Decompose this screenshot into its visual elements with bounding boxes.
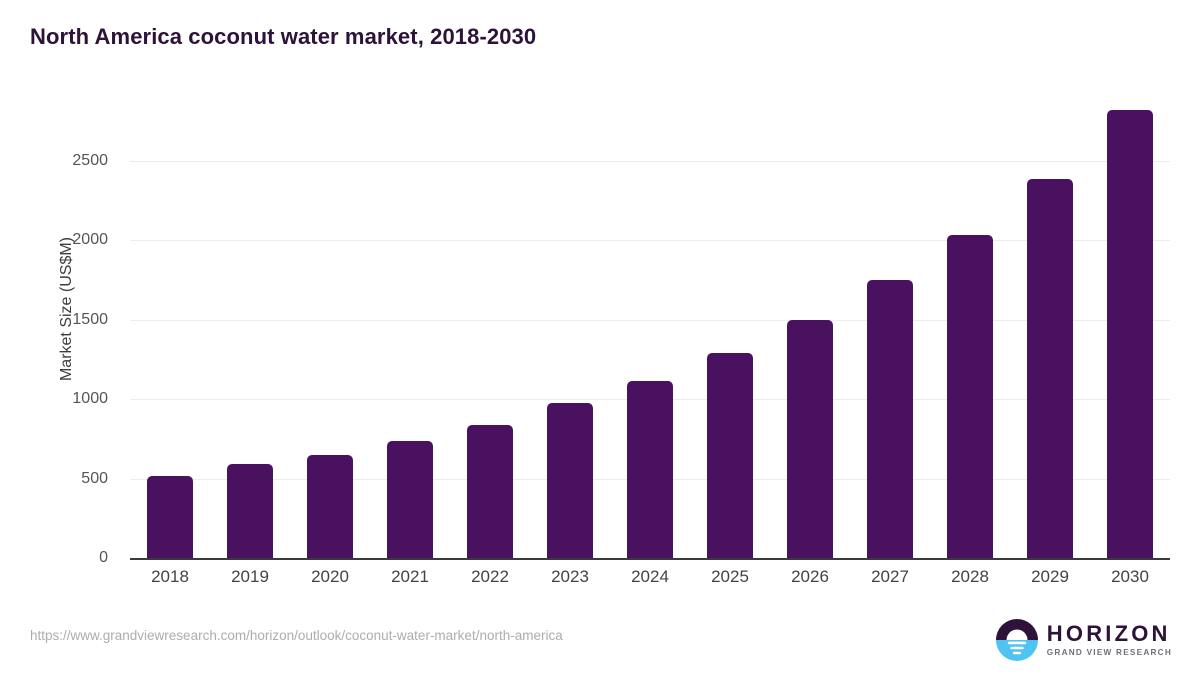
x-tick-label-2024: 2024 (631, 567, 669, 586)
horizon-logo-text: HORIZON GRAND VIEW RESEARCH (1046, 620, 1172, 657)
logo-tagline: GRAND VIEW RESEARCH (1046, 647, 1172, 657)
bar-2023[interactable] (547, 403, 593, 558)
bar-2021[interactable] (387, 441, 433, 558)
bar-2018[interactable] (147, 476, 193, 558)
x-tick-label-2030: 2030 (1111, 567, 1149, 586)
x-tick-label-2028: 2028 (951, 567, 989, 586)
logo-wordmark: HORIZON (1046, 620, 1171, 646)
y-tick-label: 2500 (72, 151, 108, 169)
gridline (130, 160, 1170, 162)
bar-2024[interactable] (627, 381, 673, 558)
gridline (130, 240, 1170, 241)
x-tick-label-2022: 2022 (471, 567, 509, 586)
x-axis-line (130, 558, 1170, 560)
horizon-logo-icon (995, 619, 1038, 661)
bar-2025[interactable] (707, 352, 753, 558)
x-tick-label-2019: 2019 (231, 567, 269, 586)
x-tick-label-2029: 2029 (1031, 567, 1069, 586)
x-tick-label-2021: 2021 (391, 567, 429, 586)
x-tick-label-2020: 2020 (311, 567, 349, 586)
gridline (130, 319, 1170, 321)
y-tick-label: 500 (81, 469, 108, 487)
x-tick-label-2018: 2018 (151, 567, 189, 586)
bar-2020[interactable] (307, 454, 353, 558)
bar-2026[interactable] (787, 319, 833, 558)
y-tick-label: 2000 (72, 231, 108, 248)
bars-layer: 2018 2019 2020 2021 2022 2023 2024 2025 2026 2027… (130, 0, 1170, 675)
x-tick-label-2026: 2026 (791, 567, 829, 586)
x-tick-label-2023: 2023 (551, 567, 589, 586)
bar-2030[interactable] (1107, 109, 1153, 558)
x-tick-label-2025: 2025 (711, 567, 749, 586)
x-tick-label-2027: 2027 (871, 567, 909, 586)
y-axis-ticks: 0 500 1000 1500 2000 2500 (48, 0, 108, 675)
bar-2028[interactable] (947, 234, 993, 558)
y-tick-label: 0 (99, 549, 108, 566)
bar-2029[interactable] (1027, 178, 1073, 558)
bar-2019[interactable] (227, 463, 273, 558)
y-tick-label: 1000 (72, 390, 108, 407)
source-url[interactable]: https://www.grandviewresearch.com/horizo… (30, 628, 563, 643)
y-tick-label: 1500 (72, 310, 108, 328)
page-title: North America coconut water market, 2018… (30, 24, 537, 49)
horizon-logo: HORIZON GRAND VIEW RESEARCH (995, 617, 1172, 663)
bar-2022[interactable] (467, 424, 513, 558)
bar-2027[interactable] (867, 280, 913, 558)
